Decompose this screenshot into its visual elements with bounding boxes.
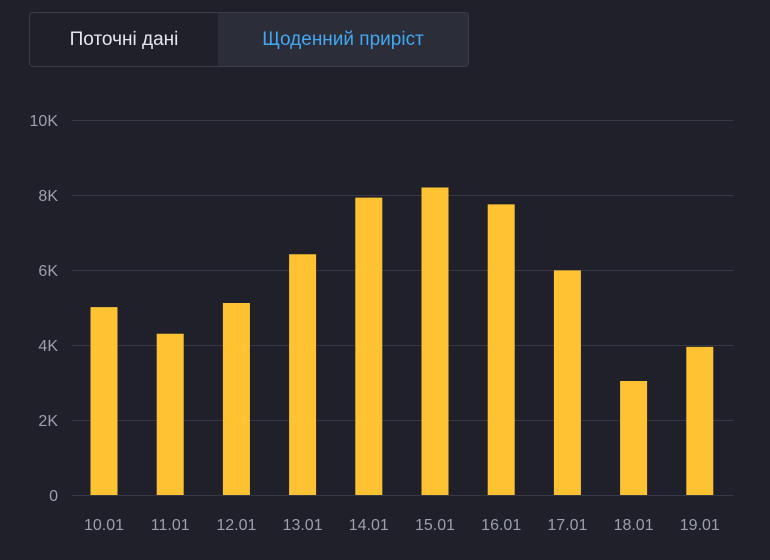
- x-tick-label: 14.01: [349, 517, 389, 534]
- bars: [90, 187, 714, 496]
- y-tick-label: 4K: [38, 338, 58, 355]
- bar-10.01[interactable]: [90, 307, 118, 495]
- y-axis-ticks: 0 2K 4K 6K 8K 10K: [30, 113, 59, 505]
- x-tick-label: 17.01: [547, 517, 587, 534]
- x-axis-ticks: 10.01 11.01 12.01 13.01 14.01 15.01 16.01 17.01…: [84, 517, 720, 534]
- bar-17.01[interactable]: [553, 270, 581, 495]
- x-tick-label: 19.01: [680, 517, 720, 534]
- x-tick-label: 11.01: [151, 517, 190, 534]
- bar-11.01[interactable]: [156, 333, 184, 495]
- bar-15.01[interactable]: [421, 187, 449, 496]
- bar-16.01[interactable]: [487, 204, 515, 495]
- y-tick-label: 6K: [38, 263, 58, 280]
- view-tabs: Поточні дані Щоденний приріст: [29, 12, 469, 67]
- y-tick-label: 8K: [38, 188, 58, 205]
- x-tick-label: 18.01: [614, 517, 654, 534]
- tab-daily-growth[interactable]: Щоденний приріст: [218, 13, 468, 66]
- x-tick-label: 10.01: [84, 517, 124, 534]
- y-tick-label: 0: [49, 488, 58, 505]
- x-tick-label: 12.01: [216, 517, 256, 534]
- x-tick-label: 13.01: [283, 517, 323, 534]
- tab-current-data[interactable]: Поточні дані: [30, 13, 218, 66]
- x-tick-label: 15.01: [415, 517, 455, 534]
- y-tick-label: 10K: [30, 113, 59, 130]
- bar-14.01[interactable]: [355, 197, 383, 495]
- x-tick-label: 16.01: [481, 517, 521, 534]
- bar-18.01[interactable]: [620, 381, 648, 495]
- y-tick-label: 2K: [38, 413, 58, 430]
- bar-13.01[interactable]: [289, 254, 317, 495]
- bar-12.01[interactable]: [222, 303, 250, 495]
- bar-19.01[interactable]: [686, 346, 714, 495]
